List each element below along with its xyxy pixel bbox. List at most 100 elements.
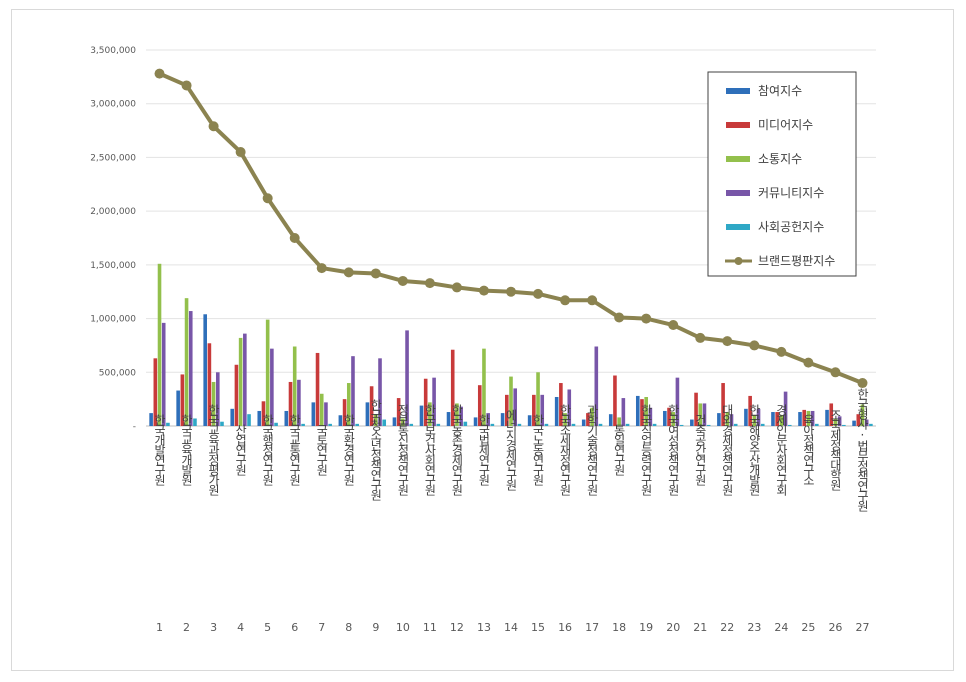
bar-3-19 xyxy=(644,396,648,426)
bar-2-2 xyxy=(180,374,185,426)
rank-label: 1 xyxy=(156,621,163,634)
category-label: 한국여성정책연구원 xyxy=(666,404,680,496)
bar-5-27 xyxy=(869,423,873,426)
bar-2-4 xyxy=(234,364,239,426)
bar-2-16 xyxy=(559,383,563,426)
bar-2-22 xyxy=(721,383,725,426)
bar-2-1 xyxy=(153,358,158,426)
y-axis: - 500,000 1,000,000 1,500,000 2,000,000 2,500… xyxy=(90,46,136,432)
category-label: 국토연구원 xyxy=(315,424,329,476)
category-label: 한국행정연구원 xyxy=(261,414,275,486)
bar-3-23 xyxy=(752,415,757,426)
bar-3-21 xyxy=(698,403,703,426)
rank-label: 17 xyxy=(585,621,599,634)
legend-swatch xyxy=(726,190,750,196)
bar-5-7 xyxy=(328,423,332,426)
bar-4-12 xyxy=(459,406,463,426)
bar-5-19 xyxy=(652,423,657,426)
bar-4-6 xyxy=(297,379,301,426)
brand-index-point-26 xyxy=(830,367,841,378)
category-label: 정보통신정책연구원 xyxy=(396,404,410,496)
brand-index-point-5 xyxy=(262,193,273,204)
bar-4-24 xyxy=(783,391,788,426)
bar-3-9 xyxy=(374,414,378,426)
brand-index-point-2 xyxy=(181,80,192,91)
bar-2-7 xyxy=(315,352,320,426)
legend-box xyxy=(707,71,857,277)
bar-1-26 xyxy=(825,409,829,426)
rank-label: 25 xyxy=(801,621,815,634)
bar-2-11 xyxy=(423,378,428,426)
rank-label: 9 xyxy=(372,621,379,634)
bar-4-23 xyxy=(756,408,761,426)
bar-2-9 xyxy=(369,386,374,426)
bar-4-16 xyxy=(567,389,572,426)
bar-2-24 xyxy=(775,412,779,426)
rank-label: 11 xyxy=(423,621,437,634)
bar-2-25 xyxy=(802,409,807,426)
legend-label: 커뮤니티지수 xyxy=(758,186,824,200)
brand-index-point-11 xyxy=(424,278,435,289)
category-label: 한국법제연구원 xyxy=(477,414,491,486)
bar-1-22 xyxy=(717,413,721,426)
bar-3-8 xyxy=(346,383,351,426)
bar-1-17 xyxy=(581,419,586,426)
bar-1-27 xyxy=(852,420,856,426)
legend-label: 사회공헌지수 xyxy=(758,220,824,234)
bar-1-13 xyxy=(473,417,478,426)
y-tick-label: 500,000 xyxy=(99,368,136,378)
bar-2-15 xyxy=(532,394,536,426)
bar-3-1 xyxy=(157,263,162,426)
rank-label: 6 xyxy=(291,621,298,634)
rank-label: 4 xyxy=(237,621,244,634)
rank-label: 13 xyxy=(477,621,491,634)
rank-label: 8 xyxy=(345,621,352,634)
rank-label: 26 xyxy=(828,621,842,634)
bar-3-12 xyxy=(455,403,459,426)
bar-1-5 xyxy=(257,410,262,426)
bar-3-17 xyxy=(590,407,594,426)
bar-5-23 xyxy=(760,423,765,426)
bar-5-26 xyxy=(842,424,846,426)
bar-4-27 xyxy=(864,419,869,426)
legend-label: 미디어지수 xyxy=(758,118,813,132)
brand-index-point-25 xyxy=(803,357,814,368)
bar-3-24 xyxy=(779,415,784,426)
bar-3-11 xyxy=(428,402,432,426)
bar-5-21 xyxy=(706,424,711,426)
category-label: 한국교육개발원 xyxy=(180,414,194,486)
bar-4-20 xyxy=(675,377,680,426)
brand-index-point-3 xyxy=(208,121,219,132)
brand-index-point-22 xyxy=(722,336,733,347)
brand-index-point-18 xyxy=(614,312,625,323)
bar-1-1 xyxy=(149,413,153,426)
bar-5-9 xyxy=(382,419,387,426)
bar-4-5 xyxy=(270,348,274,426)
rank-label: 24 xyxy=(774,621,788,634)
bar-4-18 xyxy=(621,398,626,426)
brand-index-point-12 xyxy=(451,282,462,293)
bar-5-17 xyxy=(598,423,603,426)
rank-label: 23 xyxy=(747,621,761,634)
category-label: 경제인문사회연구회 xyxy=(774,404,788,496)
rank-label: 19 xyxy=(639,621,653,634)
category-label: 과학기술정책연구원 xyxy=(585,404,599,496)
bar-4-10 xyxy=(405,330,409,426)
category-label: 산업연구원 xyxy=(234,424,248,476)
bar-3-14 xyxy=(509,376,513,426)
rank-label: 21 xyxy=(693,621,707,634)
brand-index-point-7 xyxy=(316,263,327,274)
legend-swatch xyxy=(726,122,750,128)
brand-index-point-27 xyxy=(857,378,868,389)
bar-2-13 xyxy=(477,385,482,426)
category-label: 대외경제정책연구원 xyxy=(720,404,734,496)
bar-2-23 xyxy=(748,395,752,426)
category-label: 한국해양수산개발원 xyxy=(747,404,761,496)
bar-1-23 xyxy=(744,408,748,426)
bar-5-24 xyxy=(787,424,792,426)
legend-label: 소통지수 xyxy=(758,152,802,166)
bar-1-18 xyxy=(608,414,613,426)
category-label: 한국교통연구원 xyxy=(288,414,302,486)
bar-2-17 xyxy=(586,413,590,426)
bar-5-2 xyxy=(193,418,197,426)
